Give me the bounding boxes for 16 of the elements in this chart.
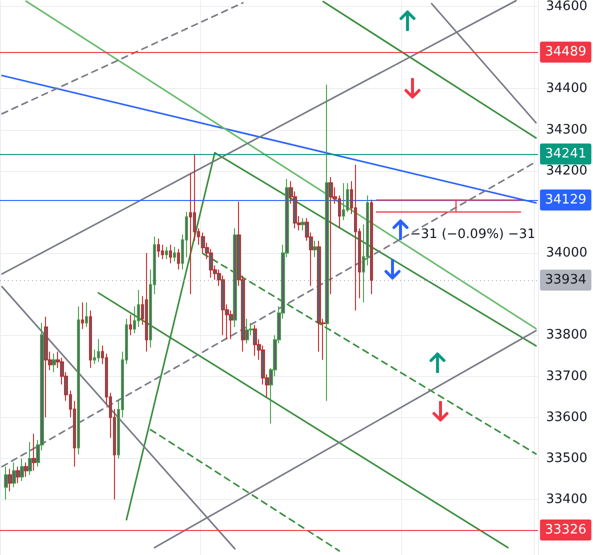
- ref-line-label: 34129: [545, 192, 586, 208]
- annotation: −31 (−0.09%) −31: [410, 227, 536, 242]
- y-tick-label: 34000: [546, 246, 588, 261]
- y-tick-label: 33800: [546, 328, 588, 343]
- y-tick-label: 33400: [546, 492, 588, 508]
- ref-line-label: 33934: [545, 272, 586, 288]
- ref-line-label: 33326: [545, 522, 586, 538]
- y-tick-label: 33600: [546, 410, 588, 425]
- y-tick-label: 34400: [546, 81, 588, 96]
- y-tick-label: 34300: [546, 122, 588, 138]
- y-tick-label: 34600: [546, 0, 588, 14]
- y-tick-label: 33500: [546, 450, 588, 466]
- ref-line-label: 34241: [545, 146, 586, 162]
- ref-line-label: 34489: [545, 44, 586, 60]
- y-tick-label: 34200: [546, 163, 588, 178]
- y-tick-label: 33700: [546, 368, 588, 384]
